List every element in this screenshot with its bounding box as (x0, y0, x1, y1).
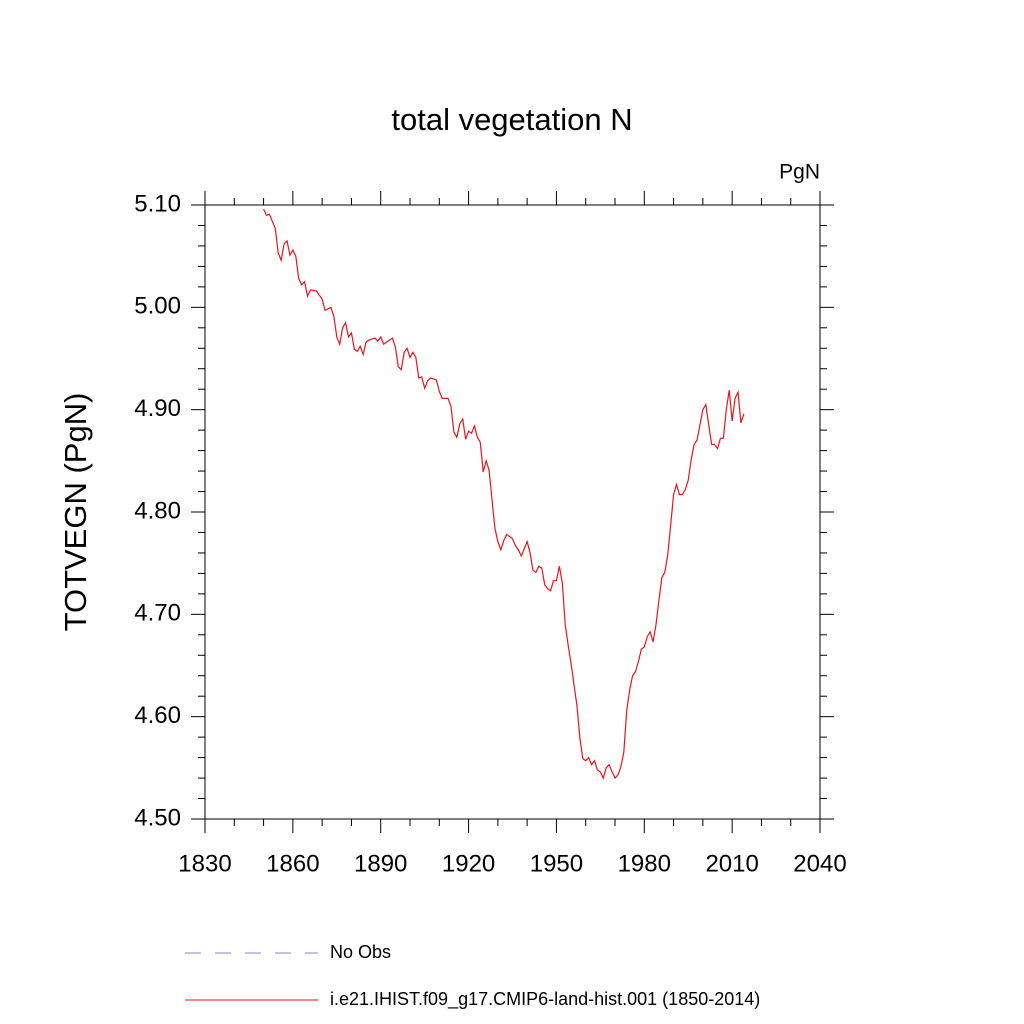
legend-label: No Obs (330, 942, 391, 962)
x-tick-label: 1860 (266, 850, 319, 877)
legend-label: i.e21.IHIST.f09_g17.CMIP6-land-hist.001 … (330, 989, 760, 1010)
y-axis-title: TOTVEGN (PgN) (58, 393, 93, 632)
plot-frame (204, 204, 821, 820)
y-tick-label: 4.50 (134, 804, 181, 831)
data-line (263, 208, 745, 780)
y-tick-label: 5.00 (134, 293, 181, 320)
y-tick-label: 4.80 (134, 497, 181, 524)
y-tick-label: 4.60 (134, 702, 181, 729)
x-tick-label: 1920 (442, 850, 495, 877)
x-tick-label: 2010 (705, 850, 758, 877)
x-tick-label: 1890 (354, 850, 407, 877)
y-tick-label: 4.70 (134, 600, 181, 627)
y-tick-label: 5.10 (134, 190, 181, 217)
x-tick-label: 2040 (793, 850, 846, 877)
x-tick-label: 1980 (618, 850, 671, 877)
x-tick-label: 1830 (178, 850, 231, 877)
units-label: PgN (779, 161, 820, 184)
x-tick-label: 1950 (530, 850, 583, 877)
chart-title: total vegetation N (391, 102, 632, 137)
y-tick-label: 4.90 (134, 395, 181, 422)
